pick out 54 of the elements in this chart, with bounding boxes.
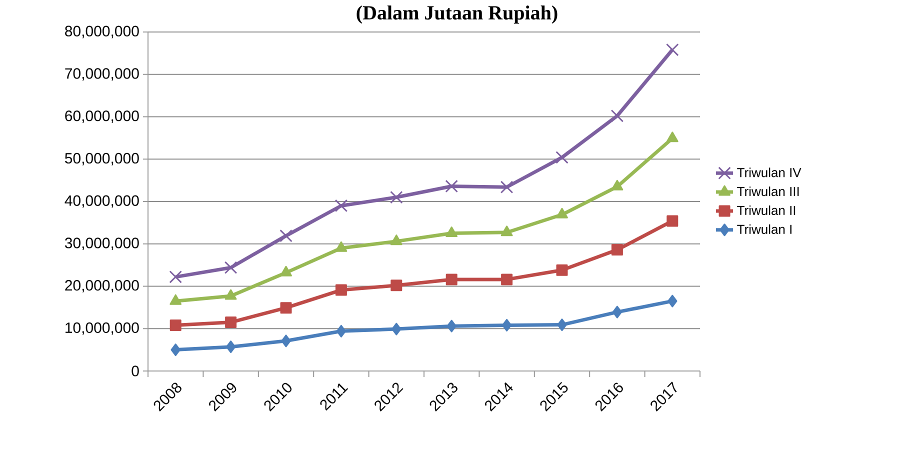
point	[501, 274, 513, 286]
legend-label: Triwulan II	[737, 205, 796, 216]
point	[610, 109, 624, 122]
y-tick-label: 70,000,000	[65, 68, 139, 81]
point	[390, 280, 402, 292]
point	[169, 270, 182, 284]
point	[446, 320, 456, 332]
y-tick-label: 50,000,000	[65, 152, 139, 166]
point	[336, 324, 346, 338]
point	[226, 340, 236, 354]
legend-label: Triwulan III	[737, 186, 799, 196]
point	[556, 151, 568, 164]
point	[280, 229, 292, 242]
point	[170, 319, 182, 331]
point	[170, 344, 180, 356]
point	[611, 244, 623, 256]
y-tick-label: 20,000,000	[65, 280, 139, 292]
point	[334, 199, 348, 212]
y-tick-label: 60,000,000	[65, 110, 139, 123]
chart-title: (Dalam Jutaan Rupiah)	[356, 6, 558, 24]
point	[612, 306, 622, 318]
legend-label: Triwulan IV	[737, 168, 802, 178]
point	[500, 180, 514, 194]
point	[668, 294, 678, 308]
point	[280, 302, 292, 314]
y-tick-label: 10,000,000	[66, 322, 139, 335]
point	[335, 241, 348, 252]
point	[500, 226, 513, 236]
point	[666, 215, 678, 227]
point	[170, 294, 182, 305]
point	[390, 234, 402, 246]
point	[224, 261, 238, 274]
point	[611, 180, 624, 190]
point	[224, 289, 237, 300]
point	[445, 180, 458, 193]
y-tick-label: 40,000,000	[64, 195, 139, 208]
y-tick-label: 80,000,000	[65, 26, 139, 38]
point	[392, 322, 402, 336]
y-tick-label: 30,000,000	[64, 238, 139, 250]
point	[666, 132, 678, 142]
point	[390, 190, 403, 204]
point	[502, 318, 512, 332]
point	[280, 266, 292, 276]
point	[335, 284, 347, 296]
y-tick-label: 0	[132, 366, 139, 376]
point	[557, 318, 567, 332]
point	[666, 43, 679, 56]
point	[556, 208, 568, 218]
point	[556, 264, 568, 276]
point	[446, 226, 458, 238]
point	[281, 334, 291, 348]
point	[225, 316, 237, 328]
legend-label: Triwulan I	[737, 224, 792, 234]
point	[446, 274, 458, 286]
